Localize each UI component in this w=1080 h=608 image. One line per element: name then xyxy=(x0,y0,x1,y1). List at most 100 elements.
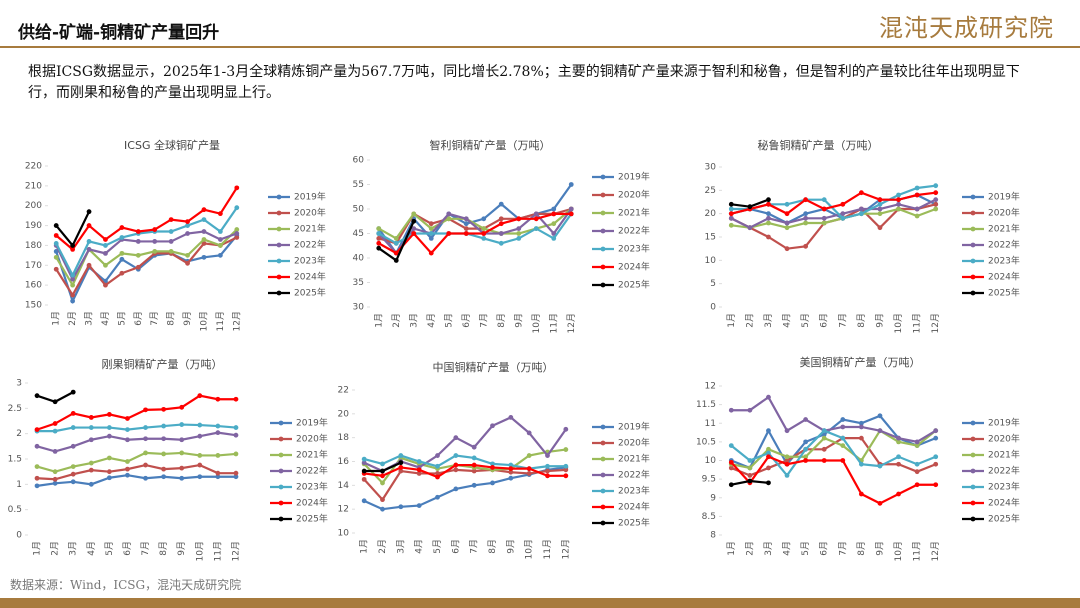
point xyxy=(179,465,185,471)
legend-marker xyxy=(600,174,606,180)
point xyxy=(803,211,809,217)
x-tick-label: 8月 xyxy=(487,539,498,554)
y-tick-label: 160 xyxy=(25,281,42,291)
x-tick-label: 4月 xyxy=(426,313,437,328)
point xyxy=(185,219,190,225)
point xyxy=(896,197,901,203)
point xyxy=(840,458,846,463)
x-tick-label: 5月 xyxy=(104,541,115,556)
point xyxy=(877,413,883,419)
point xyxy=(361,460,367,466)
legend-marker xyxy=(600,472,606,478)
legend-marker xyxy=(970,500,976,506)
point xyxy=(201,237,207,242)
point xyxy=(52,399,58,405)
legend-marker xyxy=(276,226,282,232)
y-tick-label: 22 xyxy=(338,386,349,396)
legend-label: 2024年 xyxy=(296,497,328,509)
legend-marker xyxy=(278,436,284,442)
legend-marker xyxy=(970,420,976,426)
x-tick-label: 2月 xyxy=(744,541,755,556)
point xyxy=(453,453,459,458)
x-tick-label: 12月 xyxy=(930,541,941,561)
point xyxy=(217,211,223,217)
x-tick-label: 8月 xyxy=(856,541,867,556)
point xyxy=(821,197,827,203)
point xyxy=(784,246,790,252)
point xyxy=(416,471,422,476)
point xyxy=(201,207,207,213)
x-tick-label: 7月 xyxy=(837,541,848,556)
point xyxy=(728,206,734,212)
x-tick-label: 1月 xyxy=(726,541,737,556)
point xyxy=(471,468,477,474)
point xyxy=(914,192,920,198)
chart-title: 刚果铜精矿产量（万吨） xyxy=(102,357,223,371)
point xyxy=(152,227,158,232)
point xyxy=(896,206,901,212)
point xyxy=(766,201,771,207)
point xyxy=(728,215,734,221)
y-tick-label: 12 xyxy=(705,382,716,392)
point xyxy=(106,455,112,461)
point xyxy=(428,221,434,227)
legend-marker xyxy=(276,194,282,200)
point xyxy=(784,428,790,434)
series-line xyxy=(55,234,238,304)
point xyxy=(803,243,809,249)
point xyxy=(233,425,239,430)
point xyxy=(86,247,92,252)
legend-label: 2022年 xyxy=(294,239,326,251)
legend-marker xyxy=(278,500,284,506)
x-tick-label: 11月 xyxy=(548,313,559,333)
x-tick-label: 11月 xyxy=(912,541,923,561)
x-tick-label: 2月 xyxy=(50,541,61,556)
series-line xyxy=(363,466,566,511)
x-tick-label: 5月 xyxy=(443,313,454,328)
point xyxy=(551,211,557,217)
legend-marker xyxy=(276,258,282,264)
point xyxy=(106,433,112,439)
legend-label: 2019年 xyxy=(618,421,650,433)
series-line xyxy=(730,437,937,477)
legend-label: 2025年 xyxy=(988,287,1020,299)
point xyxy=(197,422,203,428)
point xyxy=(361,476,367,482)
point xyxy=(508,466,514,472)
point xyxy=(398,504,404,510)
point xyxy=(728,482,734,488)
point xyxy=(103,237,108,242)
point xyxy=(143,450,148,456)
legend-label: 2019年 xyxy=(618,171,650,183)
point xyxy=(840,435,846,441)
legend-marker xyxy=(970,258,976,264)
legend-label: 2023年 xyxy=(618,485,650,497)
point xyxy=(125,472,130,478)
y-tick-label: 40 xyxy=(353,254,365,264)
point xyxy=(143,475,148,481)
legend-marker xyxy=(970,242,976,248)
legend-label: 2019年 xyxy=(988,417,1020,429)
point xyxy=(201,229,207,234)
point xyxy=(70,411,76,416)
point xyxy=(179,450,185,456)
y-tick-label: 220 xyxy=(25,162,42,172)
point xyxy=(411,231,417,236)
legend-marker xyxy=(600,440,606,446)
point xyxy=(821,206,827,212)
legend-label: 2025年 xyxy=(618,279,650,291)
point xyxy=(803,439,809,445)
x-tick-label: 2月 xyxy=(377,539,388,554)
y-tick-label: 3 xyxy=(16,379,22,389)
legend-label: 2020年 xyxy=(988,207,1020,219)
point xyxy=(896,461,901,467)
point xyxy=(551,236,557,241)
point xyxy=(119,256,125,262)
x-tick-label: 1月 xyxy=(32,541,43,556)
footer-bar xyxy=(0,598,1080,608)
point xyxy=(516,226,522,232)
point xyxy=(86,223,92,228)
point xyxy=(481,231,487,236)
point xyxy=(490,465,495,470)
series-line xyxy=(377,183,573,256)
